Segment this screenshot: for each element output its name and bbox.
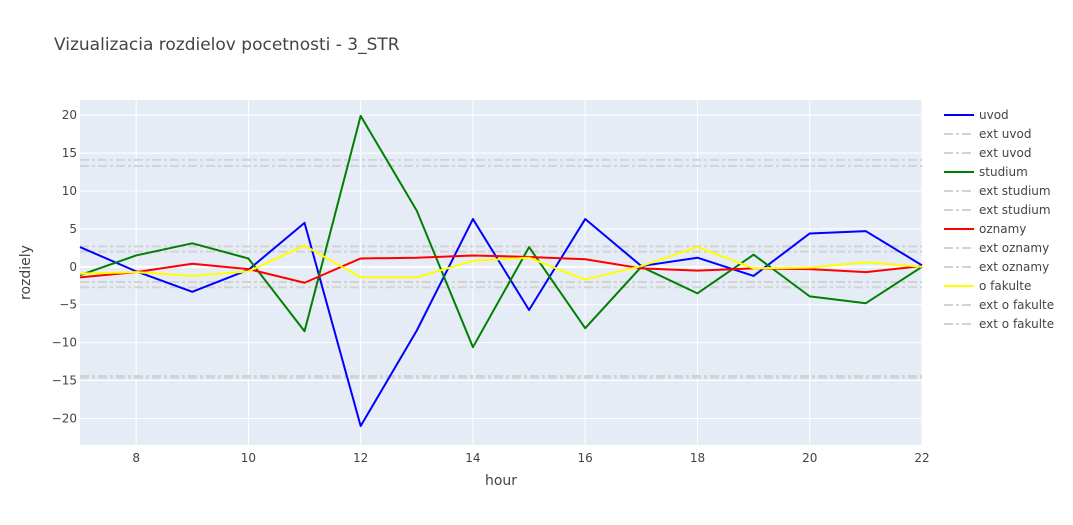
legend-item[interactable]: o fakulte	[944, 279, 1031, 293]
legend-label: ext uvod	[979, 127, 1031, 141]
legend-label: oznamy	[979, 222, 1026, 236]
legend-label: ext o fakulte	[979, 298, 1054, 312]
legend-label: ext oznamy	[979, 260, 1049, 274]
reference-lines	[80, 158, 922, 379]
legend-label: ext studium	[979, 203, 1051, 217]
legend-label: ext o fakulte	[979, 317, 1054, 331]
legend-item[interactable]: ext uvod	[944, 127, 1031, 141]
legend-item[interactable]: ext studium	[944, 203, 1051, 217]
legend[interactable]: uvod ext uvod ext uvod studium ext studium ex…	[944, 108, 1054, 331]
plot-area	[80, 100, 922, 445]
chart-title: Vizualizacia rozdielov pocetnosti - 3_ST…	[54, 35, 400, 55]
y-tick-label: −10	[52, 336, 77, 350]
x-tick-label: 22	[914, 451, 929, 465]
y-tick-label: −5	[59, 298, 77, 312]
y-axis-title: rozdiely	[18, 245, 34, 300]
y-tick-label: 15	[62, 146, 77, 160]
legend-item[interactable]: uvod	[944, 108, 1009, 122]
legend-label: ext oznamy	[979, 241, 1049, 255]
series-line-o-fakulte	[79, 244, 923, 281]
y-tick-label: −15	[52, 374, 77, 388]
y-tick-label: 5	[69, 222, 77, 236]
legend-item[interactable]: ext oznamy	[944, 260, 1049, 274]
y-tick-label: −20	[52, 411, 77, 425]
x-tick-label: 20	[802, 451, 817, 465]
x-tick-label: 10	[241, 451, 256, 465]
legend-item[interactable]: ext o fakulte	[944, 298, 1054, 312]
legend-label: ext studium	[979, 184, 1051, 198]
legend-label: studium	[979, 165, 1028, 179]
x-tick-label: 12	[353, 451, 368, 465]
x-tick-label: 18	[690, 451, 705, 465]
legend-label: ext uvod	[979, 146, 1031, 160]
series-line-uvod	[79, 218, 923, 428]
x-tick-label: 8	[132, 451, 140, 465]
y-tick-label: 10	[62, 184, 77, 198]
grid-lines	[80, 100, 923, 445]
axis-ticks: 8 10 12 14 16 18 20 22 20 15 10 5 0 −5 −10 −15 −20	[52, 108, 930, 465]
legend-label: uvod	[979, 108, 1009, 122]
legend-item[interactable]: ext uvod	[944, 146, 1031, 160]
x-tick-label: 16	[578, 451, 593, 465]
y-tick-label: 20	[62, 108, 77, 122]
legend-item[interactable]: ext studium	[944, 184, 1051, 198]
x-tick-label: 14	[465, 451, 480, 465]
series-lines	[79, 114, 923, 428]
legend-item[interactable]: oznamy	[944, 222, 1026, 236]
x-axis-title: hour	[485, 473, 517, 489]
legend-item[interactable]: ext o fakulte	[944, 317, 1054, 331]
legend-label: o fakulte	[979, 279, 1031, 293]
y-tick-label: 0	[69, 260, 77, 274]
legend-item[interactable]: studium	[944, 165, 1028, 179]
legend-item[interactable]: ext oznamy	[944, 241, 1049, 255]
series-line-studium	[79, 114, 923, 349]
